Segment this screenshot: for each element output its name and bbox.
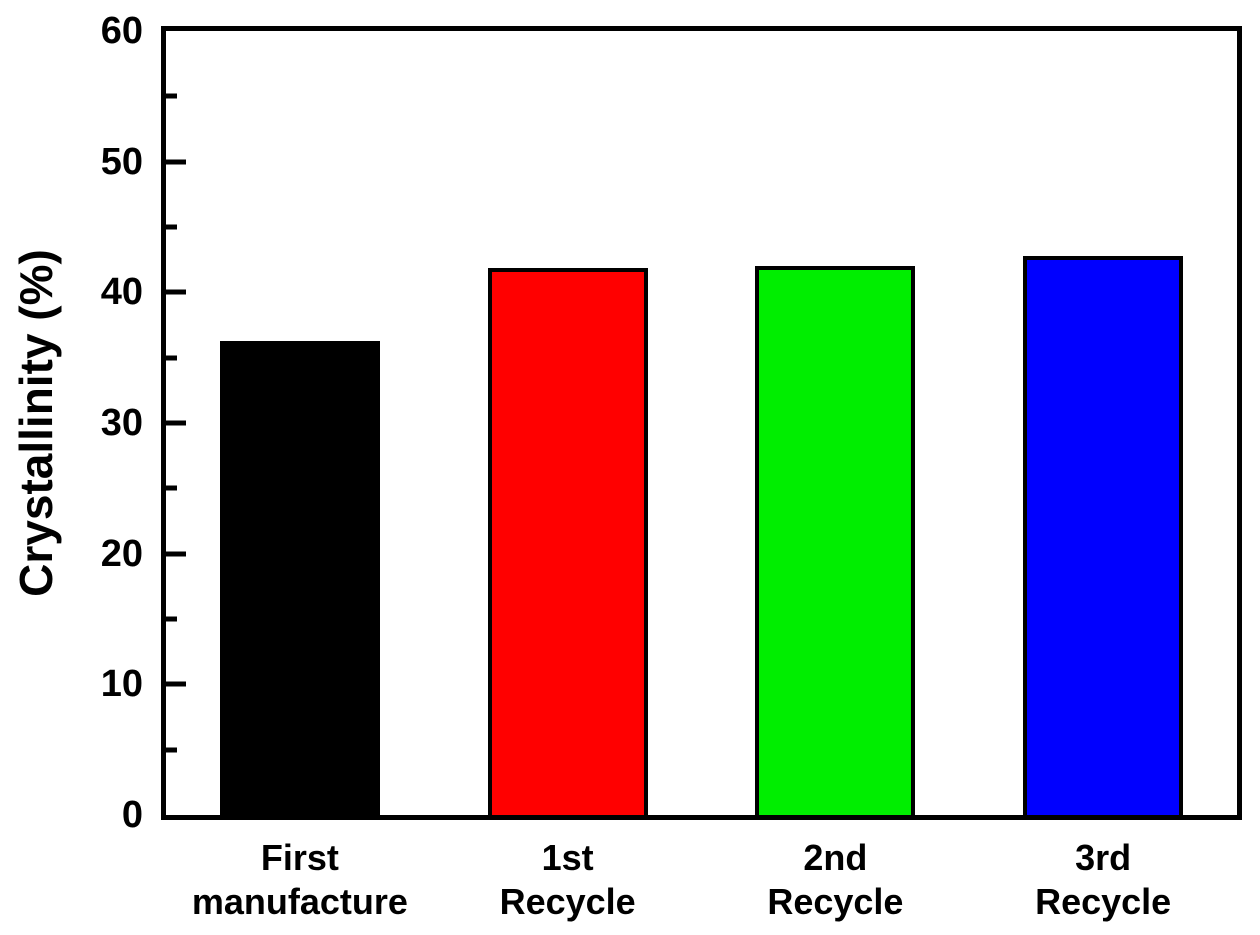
y-tick-label: 10 [100, 663, 143, 706]
y-axis-minor-tick [166, 747, 177, 753]
y-tick-label: 60 [100, 10, 143, 52]
plot-inner [166, 31, 1237, 815]
y-axis-minor-tick [166, 616, 177, 622]
y-axis-minor-tick [166, 485, 177, 491]
y-axis-minor-tick [166, 93, 177, 99]
y-axis-title: Crystallinity (%) [10, 249, 62, 597]
y-tick-label: 40 [100, 271, 143, 314]
y-axis-minor-tick [166, 224, 177, 230]
x-category-label: 1st Recycle [499, 837, 636, 922]
x-category-label: First manufacture [191, 837, 408, 922]
y-axis-major-tick [166, 289, 186, 295]
y-axis-major-tick [166, 159, 186, 165]
bar [755, 266, 916, 815]
bar [1023, 255, 1184, 815]
y-tick-label: 20 [100, 532, 143, 575]
y-tick-label: 0 [121, 794, 143, 836]
y-axis-major-tick [166, 551, 186, 557]
y-tick-label: 50 [100, 140, 143, 183]
x-category-label: 2nd Recycle [767, 837, 904, 922]
y-axis-major-tick [166, 681, 186, 687]
y-tick-label: 30 [100, 402, 143, 444]
bar [487, 267, 648, 815]
x-category-label: 3rd Recycle [1035, 837, 1172, 922]
bar [219, 340, 380, 815]
y-axis-minor-tick [166, 355, 177, 361]
plot-area [161, 26, 1242, 820]
y-axis-major-tick [166, 420, 186, 426]
